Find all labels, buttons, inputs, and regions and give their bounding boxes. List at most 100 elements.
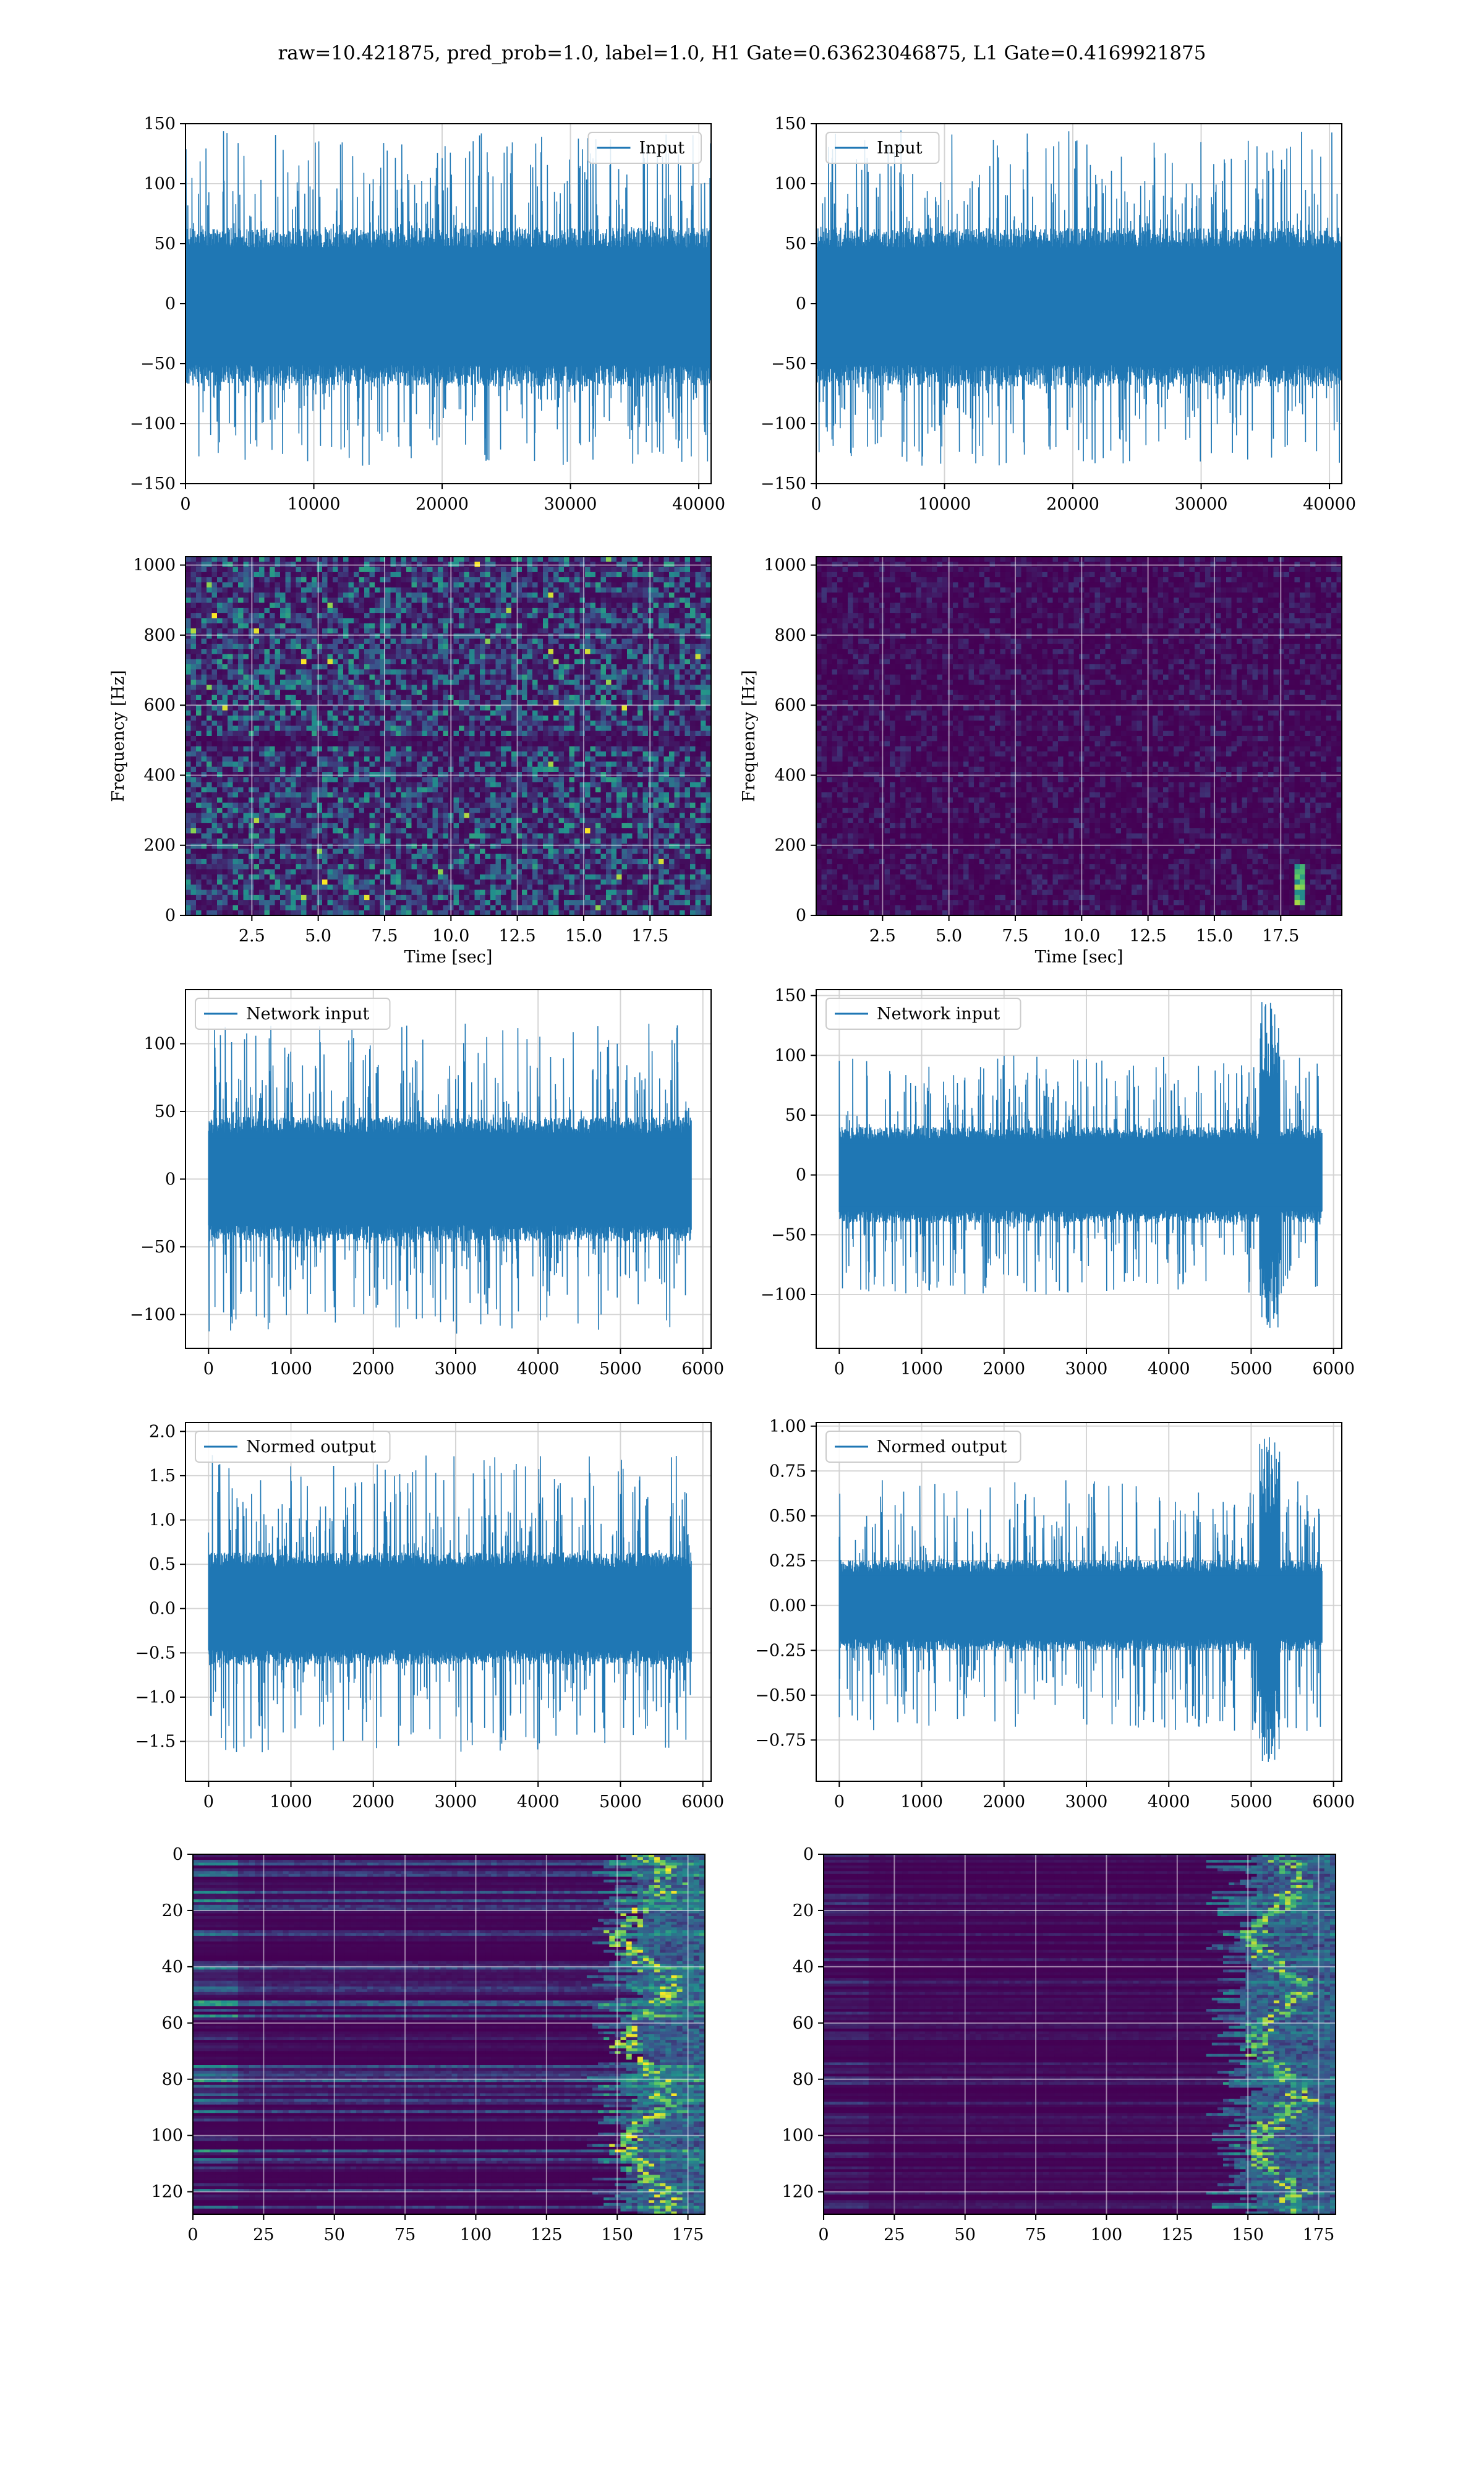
y-tick-label: −1.0 [135, 1688, 176, 1707]
legend-label: Network input [877, 1004, 1000, 1024]
x-tick-label: 100 [460, 2225, 492, 2245]
y-tick-label: 0 [165, 906, 176, 925]
y-tick-label: 0 [173, 1845, 183, 1864]
y-tick-label: 100 [143, 174, 176, 194]
legend-label: Network input [246, 1004, 369, 1024]
y-tick-label: 0 [803, 1845, 814, 1864]
x-tick-label: 0 [187, 2225, 198, 2245]
y-tick-label: 40 [793, 1958, 814, 1977]
plot-frame [816, 123, 1342, 484]
y-axis-label: Frequency [Hz] [740, 670, 759, 802]
y-tick-label: 0.50 [769, 1507, 806, 1526]
y-tick-label: 50 [785, 1106, 806, 1125]
figure-title: raw=10.421875, pred_prob=1.0, label=1.0,… [0, 42, 1484, 64]
legend: Network input [825, 998, 1021, 1030]
legend-label: Normed output [246, 1437, 376, 1457]
x-tick-label: 12.5 [499, 927, 536, 946]
x-tick-label: 40000 [672, 495, 725, 514]
x-tick-label: 25 [884, 2225, 905, 2245]
legend-box [195, 1431, 391, 1463]
series-core [208, 1138, 692, 1220]
y-tick-label: 0.5 [149, 1555, 176, 1574]
x-tick-label: 10000 [918, 495, 971, 514]
series-core [186, 254, 711, 358]
x-tick-label: 4000 [1148, 1359, 1190, 1379]
x-tick-label: 0 [180, 495, 190, 514]
x-tick-label: 0 [203, 1792, 214, 1812]
x-tick-label: 5.0 [305, 927, 331, 946]
y-tick-label: 600 [143, 696, 176, 715]
y-tick-label: −50 [140, 1238, 176, 1257]
y-tick-label: 80 [793, 2070, 814, 2089]
legend-box [825, 998, 1021, 1030]
x-tick-label: 3000 [435, 1359, 477, 1379]
x-tick-label: 6000 [681, 1792, 724, 1812]
y-tick-label: 50 [155, 234, 176, 254]
x-tick-label: 175 [1303, 2225, 1335, 2245]
legend-label: Normed output [877, 1437, 1007, 1457]
x-tick-label: 4000 [517, 1359, 560, 1379]
x-tick-label: 150 [601, 2225, 633, 2245]
x-tick-label: 150 [1232, 2225, 1264, 2245]
y-tick-label: 150 [774, 987, 806, 1006]
x-tick-label: 2000 [983, 1792, 1025, 1812]
y-tick-label: −0.5 [135, 1643, 176, 1663]
x-tick-label: 10.0 [432, 927, 469, 946]
x-tick-label: 3000 [1065, 1359, 1108, 1379]
legend: Input [587, 132, 702, 164]
y-tick-label: 50 [155, 1102, 176, 1121]
x-tick-label: 10.0 [1063, 927, 1100, 946]
plot-l1-input: 0 10000 20000 30000 40000 −150 −100 −50 0 50 100 15… [761, 114, 1356, 514]
x-tick-label: 3000 [435, 1792, 477, 1812]
plot-frame [185, 123, 712, 484]
heatmap-cells [186, 557, 712, 916]
y-tick-label: −150 [761, 474, 806, 494]
x-tick-label: 7.5 [371, 927, 398, 946]
x-tick-label: 6000 [1312, 1359, 1355, 1379]
x-tick-label: 2.5 [869, 927, 896, 946]
x-tick-label: 30000 [544, 495, 597, 514]
legend: Normed output [195, 1431, 391, 1463]
x-axis-label: Time [sec] [1035, 948, 1124, 967]
x-tick-label: 0 [834, 1359, 845, 1379]
y-tick-label: 120 [151, 2183, 183, 2202]
y-tick-label: 1000 [133, 556, 176, 575]
x-tick-label: 10000 [288, 495, 341, 514]
y-tick-label: 1.5 [149, 1466, 176, 1486]
x-axis-label: Time [sec] [404, 948, 493, 967]
x-tick-label: 0 [203, 1359, 214, 1379]
y-tick-label: −100 [761, 1285, 806, 1304]
y-tick-label: −0.25 [755, 1641, 806, 1660]
legend: Network input [195, 998, 391, 1030]
y-tick-label: 0.00 [769, 1596, 806, 1616]
plot-h1-normed-output: 0 1000 2000 3000 4000 5000 6000 −1.5 −1.0 −0.5 0.0… [135, 1422, 724, 1812]
y-tick-label: 120 [782, 2183, 814, 2202]
y-tick-label: 200 [143, 836, 176, 855]
x-tick-label: 1000 [270, 1792, 312, 1812]
x-tick-label: 125 [531, 2225, 563, 2245]
y-tick-label: 0 [165, 1170, 176, 1189]
y-axis-label: Frequency [Hz] [109, 670, 128, 802]
x-tick-label: 5000 [599, 1792, 642, 1812]
series-core [839, 1143, 1323, 1207]
y-tick-label: −100 [130, 414, 176, 434]
plot-l1-network-input: 0 1000 2000 3000 4000 5000 6000 −100 −50 0 50 100 15… [761, 987, 1355, 1379]
plot-l1-spectrogram: 2.5 5.0 7.5 10.0 12.5 15.0 17.5 0 200 400 600 800 10… [740, 556, 1342, 967]
plot-frame [185, 1422, 712, 1782]
y-tick-label: −100 [761, 414, 806, 434]
plot-l1-normed-output: 0 1000 2000 3000 4000 5000 6000 −0.75 −0.50 −0.25… [755, 1417, 1355, 1812]
plot-frame [816, 1422, 1342, 1782]
plot-frame [816, 989, 1342, 1349]
series-core [208, 1572, 692, 1645]
heatmap-cells [193, 1854, 706, 2215]
legend-box [825, 132, 940, 164]
x-tick-label: 40000 [1303, 495, 1356, 514]
x-tick-label: 1000 [900, 1792, 943, 1812]
y-tick-label: 2.0 [149, 1422, 176, 1441]
y-tick-label: 1.00 [769, 1417, 806, 1436]
x-tick-label: 75 [1025, 2225, 1046, 2245]
x-tick-label: 1000 [900, 1359, 943, 1379]
x-tick-label: 1000 [270, 1359, 312, 1379]
y-tick-label: 1000 [764, 556, 806, 575]
